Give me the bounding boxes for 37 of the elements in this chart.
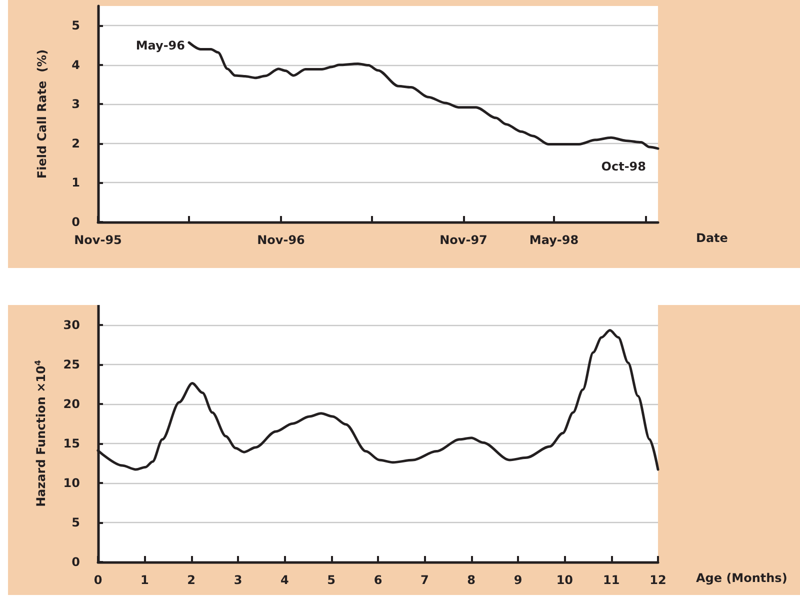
y-tick-label: 4	[72, 58, 80, 72]
x-tick-label: Nov-95	[74, 233, 122, 247]
y-tick-label: 0	[72, 215, 80, 229]
x-tick-label: 9	[514, 573, 522, 587]
x-tick-label: 12	[650, 573, 666, 587]
x-tick-label: May-98	[529, 233, 579, 247]
line-series	[188, 41, 660, 150]
x-tick-label: 1	[140, 573, 149, 587]
y-tick-label: 5	[72, 18, 80, 33]
y-tick-label: 3	[72, 97, 80, 112]
y-tick-label: 15	[63, 436, 80, 450]
x-tick-label: 0	[94, 573, 102, 587]
x-tick-label: Nov-96	[257, 233, 305, 247]
x-tick-label: Nov-97	[440, 233, 488, 247]
y-tick-label: 1	[72, 176, 80, 190]
annotation: Oct-98	[601, 160, 646, 174]
y-tick-label: 0	[72, 555, 80, 569]
x-tick-label: 8	[467, 573, 476, 587]
y-tick-label: 25	[63, 357, 80, 372]
y-axis-title: Field Call Rate (%)	[35, 49, 49, 179]
y-tick-label: 5	[72, 515, 80, 530]
x-tick-label: 4	[280, 573, 289, 587]
y-tick-label: 10	[63, 476, 80, 490]
x-tick-label: 2	[187, 573, 196, 587]
y-tick-label: 30	[63, 318, 80, 332]
x-axis-title: Age (Months)	[696, 571, 788, 585]
x-tick-label: 5	[327, 573, 336, 587]
y-axis-title: Hazard Function ×104	[34, 360, 48, 507]
y-tick-label: 20	[63, 396, 80, 411]
x-tick-label: 6	[374, 573, 382, 587]
x-axis-title: Date	[696, 231, 728, 245]
x-tick-label: 3	[234, 573, 242, 587]
x-tick-label: 10	[556, 573, 574, 587]
x-tick-label: 11	[602, 573, 620, 587]
annotation: May-96	[136, 38, 185, 53]
y-tick-label: 2	[72, 136, 80, 150]
x-tick-label: 7	[420, 573, 429, 587]
